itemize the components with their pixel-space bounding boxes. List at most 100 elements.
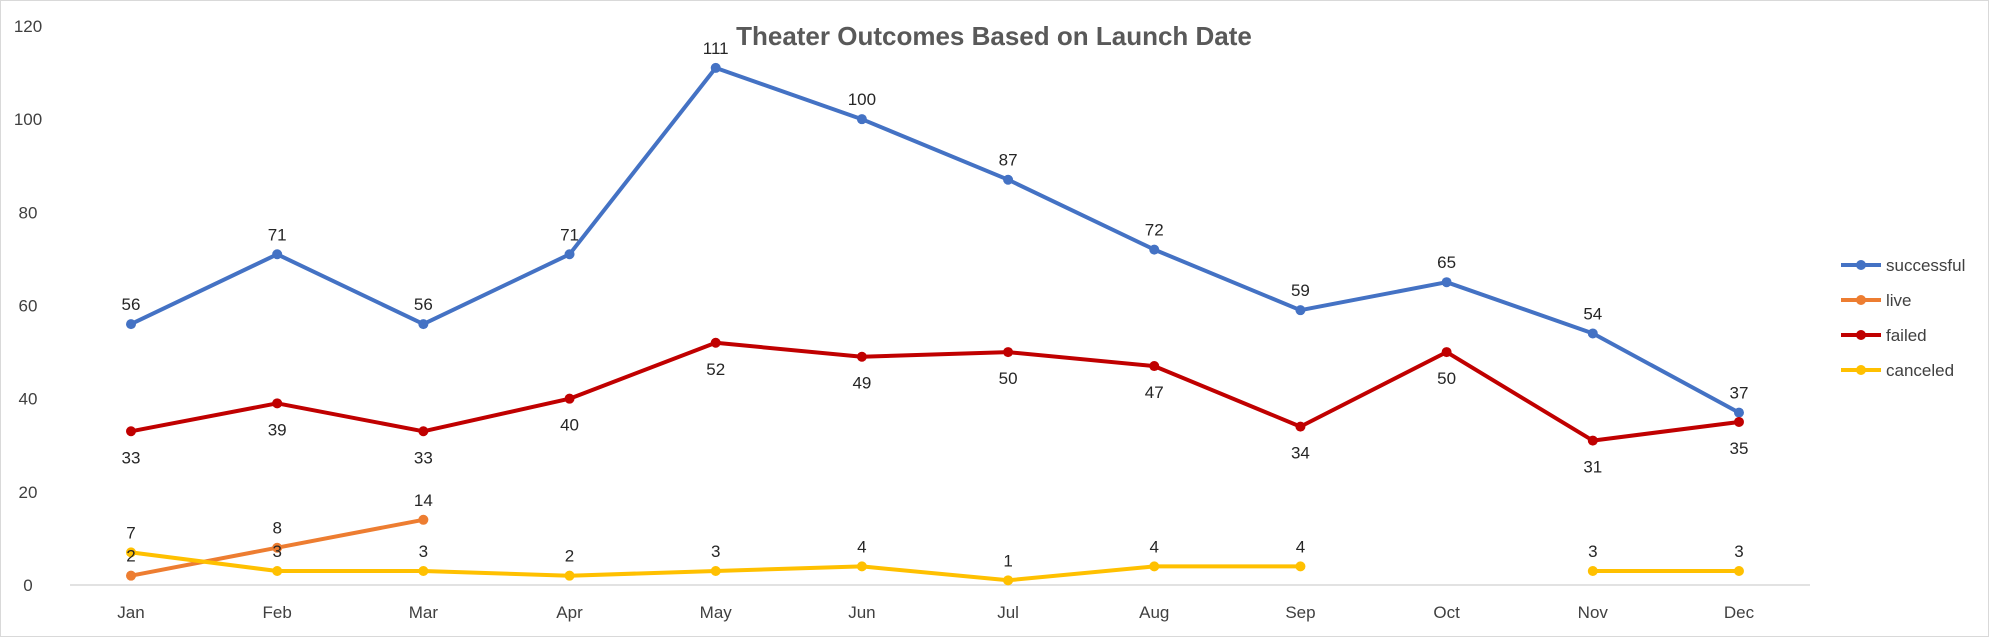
x-tick-label: Apr [556,603,583,622]
data-label-failed: 50 [1437,369,1456,388]
data-label-failed: 35 [1730,439,1749,458]
data-label-canceled: 3 [1588,542,1597,561]
data-point-canceled [1149,561,1160,572]
data-point-live [126,570,136,581]
data-point-failed [126,426,136,437]
data-label-canceled: 7 [126,523,135,542]
data-label-successful: 100 [848,90,876,109]
data-label-live: 2 [126,547,135,566]
data-label-successful: 59 [1291,281,1310,300]
data-point-failed [564,393,575,404]
legend: successful live failed canceled [1841,256,1965,380]
data-point-failed [1003,347,1014,358]
data-point-canceled [1733,566,1744,577]
data-point-canceled [418,566,429,577]
data-point-successful [1295,305,1306,316]
data-label-successful: 111 [703,39,729,58]
data-point-live [418,514,429,525]
data-point-successful [418,319,429,330]
data-point-failed [418,426,429,437]
data-point-successful [1733,407,1744,418]
x-tick-label: Dec [1724,603,1755,622]
data-point-canceled [1587,566,1598,577]
legend-label: failed [1886,326,1927,345]
data-label-canceled: 2 [565,547,574,566]
data-point-failed [856,351,867,362]
legend-label: live [1886,291,1912,310]
data-point-canceled [126,547,136,558]
data-label-live: 14 [414,491,433,510]
data-point-canceled [272,566,283,577]
data-point-canceled [856,561,867,572]
x-tick-label: Jan [117,603,144,622]
data-label-canceled: 3 [711,542,720,561]
series-line-failed [129,340,1741,443]
data-label-canceled: 4 [857,537,866,556]
x-tick-label: Mar [409,603,439,622]
series-line-successful [129,65,1741,415]
data-label-successful: 72 [1145,221,1164,240]
series-live [126,514,429,581]
data-label-failed: 47 [1145,383,1164,402]
y-tick-label: 120 [14,17,42,36]
data-label-successful: 56 [414,295,433,314]
data-point-failed [1587,435,1598,446]
legend-item-canceled: canceled [1841,361,1954,380]
data-point-failed [1441,347,1452,358]
data-label-successful: 71 [268,225,287,244]
data-point-failed [1733,416,1744,427]
data-label-canceled: 3 [272,542,281,561]
series-successful [126,62,1744,418]
data-point-failed [710,337,721,348]
data-point-successful [710,62,721,73]
series-failed [126,337,1744,446]
data-label-failed: 49 [852,374,871,393]
data-label-canceled: 4 [1296,537,1305,556]
series-canceled [126,547,1744,586]
x-tick-label: Nov [1578,603,1609,622]
data-point-live [272,542,283,553]
y-tick-label: 80 [19,203,38,222]
y-tick-label: 40 [19,390,38,409]
data-point-canceled [710,566,721,577]
x-tick-label: Feb [263,603,292,622]
y-axis: 0 20 40 60 80 100 120 [14,17,42,595]
data-label-canceled: 4 [1150,537,1159,556]
data-point-successful [272,249,283,260]
data-label-failed: 34 [1291,444,1310,463]
data-point-successful [564,249,575,260]
legend-swatch-marker [1856,295,1866,305]
x-tick-label: May [700,603,733,622]
y-tick-label: 20 [19,483,38,502]
chart-title: Theater Outcomes Based on Launch Date [736,21,1252,51]
legend-label: successful [1886,256,1965,275]
data-point-successful [126,319,136,330]
data-point-successful [1149,244,1160,255]
y-tick-label: 60 [19,297,38,316]
x-tick-label: Sep [1285,603,1315,622]
x-tick-label: Oct [1433,603,1460,622]
data-label-failed: 40 [560,416,579,435]
data-label-canceled: 3 [1734,542,1743,561]
data-point-failed [272,398,283,409]
data-label-successful: 87 [999,151,1018,170]
data-point-canceled [1295,561,1306,572]
y-tick-label: 0 [23,576,32,595]
x-axis: Jan Feb Mar Apr May Jun Jul Aug Sep Oct Nov Dec [117,603,1754,622]
data-label-successful: 65 [1437,253,1456,272]
data-point-canceled [564,570,575,581]
legend-swatch-marker [1856,330,1866,340]
series-layer [126,62,1744,586]
data-label-successful: 56 [122,295,141,314]
data-label-canceled: 3 [419,542,428,561]
data-point-failed [1295,421,1306,432]
data-label-failed: 31 [1583,458,1602,477]
legend-swatch-marker [1856,260,1866,270]
data-label-failed: 50 [999,369,1018,388]
data-label-successful: 37 [1730,384,1749,403]
data-point-successful [856,114,867,125]
legend-item-failed: failed [1841,326,1927,345]
x-tick-label: Jun [848,603,875,622]
